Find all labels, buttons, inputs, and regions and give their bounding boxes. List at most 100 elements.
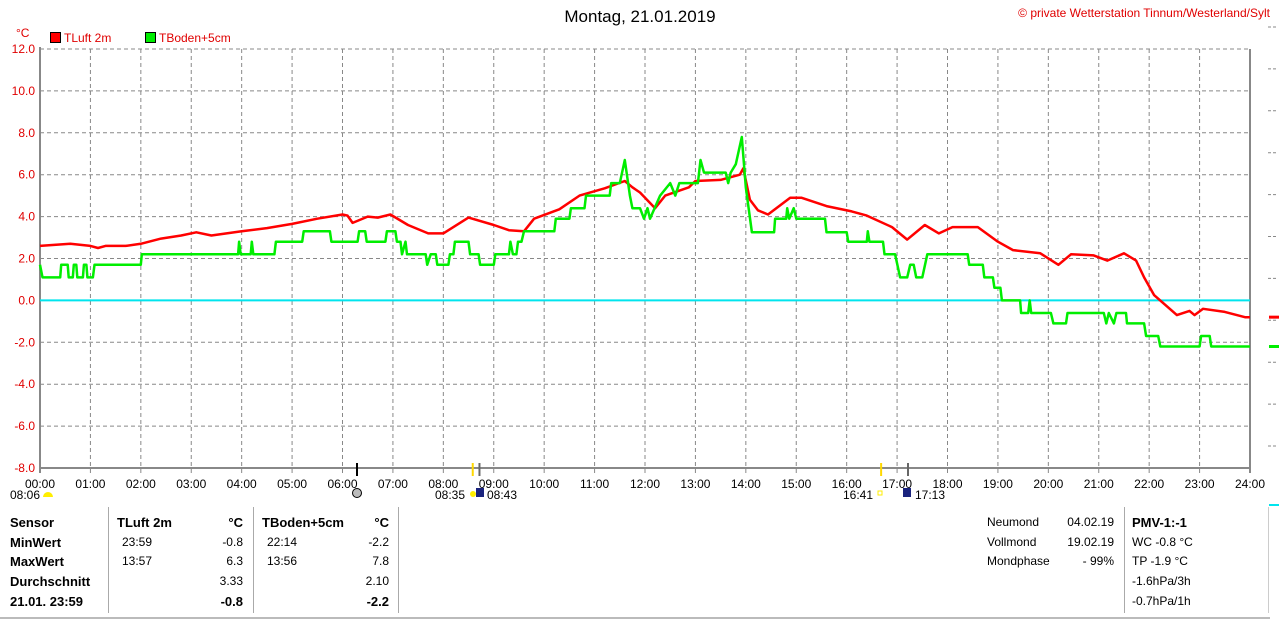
pmv-title: PMV-1:-1 xyxy=(1132,515,1187,530)
x-tick-label: 06:00 xyxy=(327,477,357,491)
dewpoint: TP -1.9 °C xyxy=(1132,554,1188,568)
sunset-time: 16:41 xyxy=(843,488,874,502)
moon-icon xyxy=(352,488,362,498)
series-line-tluft xyxy=(39,167,1250,319)
avg-value-tboden: 2.10 xyxy=(365,574,389,588)
moon-value-vollmond: 19.02.19 xyxy=(1067,535,1114,549)
x-tick-label: 19:00 xyxy=(983,477,1013,491)
max-time-tboden: 13:56 xyxy=(267,554,298,568)
x-tick-label: 01:00 xyxy=(75,477,105,491)
x-tick-label: 13:00 xyxy=(680,477,710,491)
x-tick-label: 20:00 xyxy=(1033,477,1063,491)
bottom-border xyxy=(0,617,1270,619)
y-tick-label: 10.0 xyxy=(12,84,36,98)
y-tick-label: 0.0 xyxy=(18,293,35,307)
legend-item-tboden: TBoden+5cm xyxy=(145,31,231,45)
current-value-tboden: -2.2 xyxy=(366,594,389,609)
divider xyxy=(1124,507,1125,613)
legend-swatch-red xyxy=(50,32,61,43)
row-label-avg: Durchschnitt xyxy=(10,574,91,589)
moon-value-phase: - 99% xyxy=(1082,554,1114,568)
x-tick-label: 24:00 xyxy=(1235,477,1265,491)
x-tick-label: 12:00 xyxy=(630,477,660,491)
x-tick-label: 08:00 xyxy=(428,477,458,491)
y-axis-ticks: -8.0 -6.0 -4.0 -2.0 0.0 2.0 4.0 6.0 8.0 10.0 12.0 xyxy=(12,26,1276,475)
x-tick-label: 16:00 xyxy=(832,477,862,491)
x-tick-label: 22:00 xyxy=(1134,477,1164,491)
x-axis-ticks: 00:00 01:00 02:00 03:00 04:00 05:00 06:00 07:00… xyxy=(25,468,1265,491)
x-tick-label: 04:00 xyxy=(227,477,257,491)
y-tick-label: 8.0 xyxy=(18,126,35,140)
x-tick-label: 11:00 xyxy=(580,477,609,491)
x-tick-label: 05:00 xyxy=(277,477,307,491)
divider xyxy=(253,507,254,613)
moon-label-neumond: Neumond xyxy=(987,515,1040,529)
y-tick-label: 6.0 xyxy=(18,168,35,182)
moon-label-vollmond: Vollmond xyxy=(987,535,1037,549)
marker-time-left: 08:06 xyxy=(10,488,41,502)
moonset-icon xyxy=(43,492,53,497)
windchill: WC -0.8 °C xyxy=(1132,535,1193,549)
max-time-tluft: 13:57 xyxy=(122,554,153,568)
unit-tboden: °C xyxy=(374,515,389,530)
moon-value-neumond: 04.02.19 xyxy=(1067,515,1114,529)
x-tick-label: 17:00 xyxy=(882,477,912,491)
series-lines xyxy=(38,135,1250,348)
max-value-tluft: 6.3 xyxy=(226,554,243,568)
x-tick-label: 14:00 xyxy=(731,477,761,491)
sunrise-icon xyxy=(470,491,476,497)
x-tick-label: 02:00 xyxy=(126,477,156,491)
min-value-tboden: -2.2 xyxy=(368,535,389,549)
y-tick-label: 4.0 xyxy=(18,210,35,224)
y-tick-label: 12.0 xyxy=(12,42,36,56)
legend-item-tluft: TLuft 2m xyxy=(50,31,111,45)
sunrise-time-2: 08:43 xyxy=(487,488,518,502)
x-tick-label: 18:00 xyxy=(932,477,962,491)
sunset-icon xyxy=(877,490,883,496)
legend-label: TBoden+5cm xyxy=(159,31,231,45)
current-value-tluft: -0.8 xyxy=(220,594,243,609)
series-line-tboden xyxy=(38,135,1250,348)
x-tick-label: 15:00 xyxy=(781,477,811,491)
chart-title: Montag, 21.01.2019 xyxy=(564,7,716,26)
x-tick-label: 00:00 xyxy=(25,477,55,491)
x-tick-label: 03:00 xyxy=(176,477,206,491)
sunrise-time: 08:35 xyxy=(435,488,466,502)
min-value-tluft: -0.8 xyxy=(222,535,243,549)
x-tick-label: 21:00 xyxy=(1084,477,1114,491)
avg-value-tluft: 3.33 xyxy=(219,574,243,588)
sensor-name-tluft: TLuft 2m xyxy=(117,515,172,530)
divider xyxy=(108,507,109,613)
copyright-text: © private Wetterstation Tinnum/Westerlan… xyxy=(1018,6,1270,20)
row-label-min: MinWert xyxy=(10,535,62,550)
x-tick-label: 09:00 xyxy=(479,477,509,491)
legend-label: TLuft 2m xyxy=(64,31,112,45)
sunset-icon-box xyxy=(903,488,911,497)
grid xyxy=(39,47,1251,473)
row-label-current: 21.01. 23:59 xyxy=(10,594,84,609)
legend-swatch-green xyxy=(145,32,156,43)
min-time-tboden: 22:14 xyxy=(267,535,298,549)
x-tick-label: 10:00 xyxy=(529,477,559,491)
min-time-tluft: 23:59 xyxy=(122,535,153,549)
x-tick-label: 23:00 xyxy=(1185,477,1215,491)
y-tick-label: -4.0 xyxy=(14,377,35,391)
y-tick-label: 2.0 xyxy=(18,252,35,266)
row-label-max: MaxWert xyxy=(10,554,64,569)
y-tick-label: -6.0 xyxy=(14,419,35,433)
divider xyxy=(1268,507,1269,613)
pressure-trend-3h: -1.6hPa/3h xyxy=(1132,574,1191,588)
x-tick-label: 07:00 xyxy=(378,477,408,491)
pressure-trend-1h: -0.7hPa/1h xyxy=(1132,594,1191,608)
divider xyxy=(398,507,399,613)
y-axis-unit: °C xyxy=(16,26,30,40)
sensor-name-tboden: TBoden+5cm xyxy=(262,515,344,530)
sensor-header: Sensor xyxy=(10,515,55,530)
sunrise-icon-box xyxy=(476,488,484,497)
sunset-time-2: 17:13 xyxy=(915,488,946,502)
unit-tluft: °C xyxy=(228,515,243,530)
decorations xyxy=(43,315,1279,506)
moon-label-phase: Mondphase xyxy=(987,554,1050,568)
y-tick-label: -8.0 xyxy=(14,461,35,475)
